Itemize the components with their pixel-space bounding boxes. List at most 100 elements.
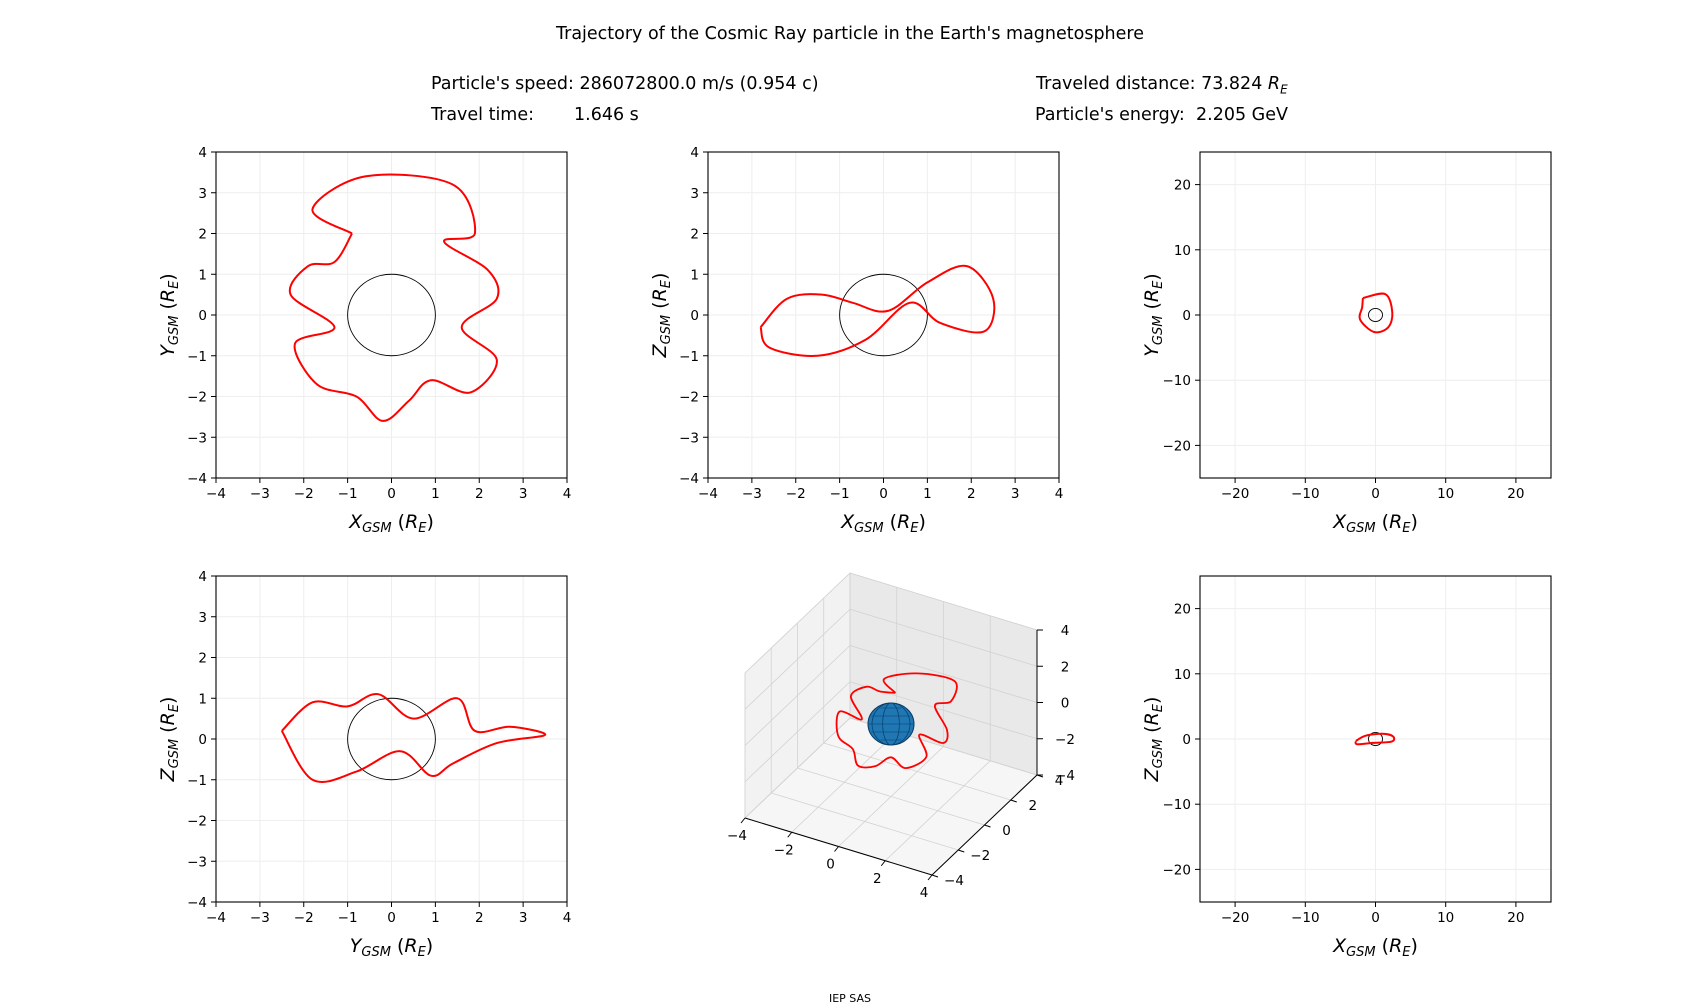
x-tick-label: 0 — [1371, 486, 1380, 502]
x3d-tick — [880, 860, 886, 867]
y-tick-label: 10 — [1174, 667, 1191, 683]
chart-panel-bottom-right: −20 −10 0 10 20 −20 −10 0 10 20 XGSM (RE) ZGSM (RE) — [1141, 575, 1552, 960]
x3d-tick — [927, 874, 933, 881]
trajectory-line — [1354, 732, 1396, 746]
y3d-tick-label: −2 — [970, 848, 990, 864]
y-tick-label: 0 — [690, 308, 699, 324]
distance-unit: RE — [1267, 74, 1288, 97]
x-tick-label: −3 — [250, 910, 270, 926]
earth-circle — [1368, 732, 1383, 746]
plot-frame — [1199, 151, 1552, 479]
earth-meridian — [882, 702, 900, 746]
grid-back-z — [744, 572, 851, 674]
x-tick-label: −1 — [338, 910, 358, 926]
y3d-tick-label: 2 — [1028, 798, 1037, 814]
y-tick-label: 20 — [1174, 602, 1191, 618]
plot-frame — [707, 151, 1060, 479]
x-tick-label: 3 — [519, 486, 528, 502]
chart-panel-top-right: −20 −10 0 10 20 −20 −10 0 10 20 XGSM (RE) YGSM (RE) — [1141, 151, 1552, 536]
y-tick-label: 0 — [1182, 308, 1191, 324]
x-tick-label: 3 — [1011, 486, 1020, 502]
y-tick-label: 1 — [690, 267, 699, 283]
y-tick-label: 4 — [690, 145, 699, 161]
x-tick-label: 1 — [431, 910, 440, 926]
x-axis-label: XGSM (RE) — [1332, 511, 1418, 536]
y3d-tick-label: 0 — [1002, 823, 1011, 839]
x3d-tick — [787, 831, 793, 838]
y-axis-label: ZGSM (RE) — [649, 273, 674, 359]
y-tick-label: −2 — [679, 390, 699, 406]
y3d-tick — [931, 874, 939, 878]
energy-value: 2.205 GeV — [1196, 105, 1288, 125]
time-value: 1.646 s — [574, 105, 639, 125]
trajectory-line — [280, 693, 547, 784]
x-tick-label: −1 — [338, 486, 358, 502]
speed-value: 286072800.0 m/s (0.954 c) — [579, 74, 819, 94]
grid-right-z — [849, 645, 1038, 703]
x3d-tick-label: −2 — [774, 842, 794, 858]
grid-right-z — [849, 608, 1038, 667]
figure-title: Trajectory of the Cosmic Ray particle in… — [556, 24, 1144, 44]
grid-floor-x — [791, 731, 898, 833]
grid-back-z — [744, 717, 851, 819]
x-tick-label: 10 — [1437, 486, 1454, 502]
y-axis-label: ZGSM (RE) — [157, 697, 182, 783]
x-tick-label: −10 — [1291, 486, 1320, 502]
y-tick-label: 2 — [690, 227, 699, 243]
grid-back-z — [744, 608, 851, 710]
x-tick-label: −20 — [1221, 486, 1250, 502]
grid-floor-x — [884, 760, 991, 862]
x-tick-label: −4 — [206, 486, 226, 502]
x-tick-label: 2 — [475, 910, 484, 926]
x-tick-label: −3 — [742, 486, 762, 502]
x3d-tick — [834, 846, 839, 852]
y-tick-label: −3 — [679, 430, 699, 446]
y-tick-label: 0 — [198, 308, 207, 324]
x-tick-label: 0 — [387, 486, 396, 502]
x-axis-label: XGSM (RE) — [840, 511, 926, 536]
x-tick-label: 0 — [879, 486, 888, 502]
x-tick-label: 4 — [563, 910, 572, 926]
x-tick-label: 1 — [923, 486, 932, 502]
y-axis-label: YGSM (RE) — [157, 273, 182, 356]
x-tick-label: 10 — [1437, 910, 1454, 926]
earth-circle — [347, 273, 436, 357]
distance-info: Traveled distance: 73.824 RE — [1036, 74, 1288, 97]
x3d-tick-label: 4 — [920, 885, 929, 901]
x-tick-label: −2 — [786, 486, 806, 502]
time-info: Travel time: 1.646 s — [431, 105, 639, 125]
y-tick-label: 3 — [198, 610, 207, 626]
y-tick-label: 2 — [198, 227, 207, 243]
x-tick-label: −20 — [1221, 910, 1250, 926]
x3d-tick — [740, 817, 746, 824]
x-tick-label: 4 — [563, 486, 572, 502]
x-tick-label: −2 — [294, 910, 314, 926]
time-label: Travel time: — [431, 105, 535, 125]
y-tick-label: −4 — [187, 895, 207, 911]
y-tick-label: 20 — [1174, 178, 1191, 194]
y-tick-label: 1 — [198, 691, 207, 707]
speed-info: Particle's speed: 286072800.0 m/s (0.954… — [431, 74, 819, 94]
y-tick-label: −10 — [1163, 797, 1192, 813]
x-tick-label: 0 — [387, 910, 396, 926]
chart-panel-top-left: −4 −3 −2 −1 0 1 2 3 4 −4 −3 −2 −1 0 1 2 3 4 XGSM (RE) YGSM … — [157, 145, 571, 536]
x-tick-label: −4 — [698, 486, 718, 502]
y3d-tick-label: −4 — [944, 873, 964, 889]
grid-back-z — [744, 645, 851, 746]
grid-floor-x — [838, 746, 944, 847]
earth-circle — [1368, 308, 1383, 322]
y-tick-label: −4 — [187, 471, 207, 487]
chart-panel-top-middle: −4 −3 −2 −1 0 1 2 3 4 −4 −3 −2 −1 0 1 2 3 4 XGSM (RE) ZGSM … — [649, 145, 1063, 536]
x3d-tick-label: −4 — [727, 828, 747, 844]
y-tick-label: −1 — [679, 349, 699, 365]
speed-label: Particle's speed: — [431, 74, 574, 94]
z3d-tick-label: −2 — [1055, 732, 1075, 748]
x-tick-label: 1 — [431, 486, 440, 502]
x-tick-label: 2 — [967, 486, 976, 502]
x-axis-label: XGSM (RE) — [348, 511, 434, 536]
y-tick-label: 0 — [1182, 732, 1191, 748]
x-tick-label: 0 — [1371, 910, 1380, 926]
y-tick-label: 10 — [1174, 243, 1191, 259]
y-tick-label: 1 — [198, 267, 207, 283]
